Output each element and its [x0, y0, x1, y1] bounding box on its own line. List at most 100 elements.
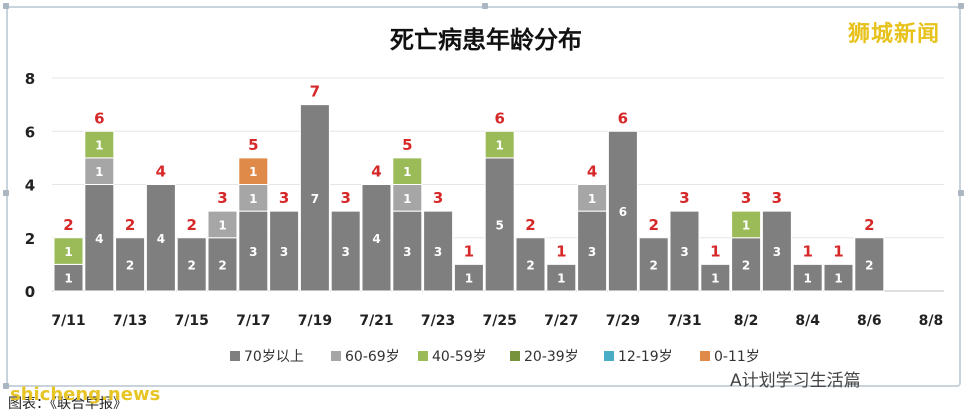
total-label: 7 — [310, 83, 320, 101]
total-label: 1 — [556, 242, 566, 260]
legend-swatch — [331, 351, 341, 361]
bar-segment — [53, 237, 84, 265]
resize-handle-left[interactable] — [3, 190, 9, 196]
bar-segment — [392, 157, 423, 185]
bar-segment — [84, 184, 115, 292]
total-label: 2 — [125, 216, 135, 234]
total-label: 3 — [772, 189, 782, 207]
x-tick-label: 7/29 — [606, 313, 640, 329]
legend-label: 0-11岁 — [714, 349, 760, 365]
total-label: 3 — [679, 189, 689, 207]
total-label: 2 — [525, 216, 535, 234]
bar-segment — [207, 210, 238, 239]
x-tick-label: 7/13 — [113, 313, 147, 329]
total-label: 5 — [248, 136, 258, 154]
bars-group: 1 1 2 4 1 1 6 2 2 4 4 2 2 2 1 3 3 1 1 5 3 3 7 7 3 3 4 4 3 1 1 5 3 3 1 1 5 1 6 2… — [53, 83, 885, 292]
segment-value-label: 4 — [95, 232, 103, 246]
total-label: 1 — [464, 242, 474, 260]
segment-value-label: 1 — [557, 272, 565, 286]
bar-segment — [145, 184, 176, 292]
x-tick-label: 7/21 — [359, 313, 393, 329]
bar-segment — [731, 237, 762, 292]
resize-handle-top-right[interactable] — [958, 3, 964, 9]
legend-swatch — [700, 351, 710, 361]
x-tick-label: 7/31 — [667, 313, 701, 329]
resize-handle-top-left[interactable] — [3, 3, 9, 9]
legend-label: 70岁以上 — [244, 349, 304, 365]
legend: 70岁以上 60-69岁 40-59岁 20-39岁 12-19岁 0-11岁 — [230, 349, 760, 365]
segment-value-label: 3 — [342, 245, 350, 259]
total-label: 6 — [618, 109, 628, 127]
segment-value-label: 1 — [804, 272, 812, 286]
total-label: 2 — [63, 216, 73, 234]
segment-value-label: 1 — [95, 139, 103, 153]
segment-value-label: 2 — [742, 258, 750, 272]
x-tick-label: 8/8 — [919, 313, 944, 329]
segment-value-label: 1 — [465, 272, 473, 286]
segment-value-label: 1 — [588, 192, 596, 206]
segment-value-label: 1 — [496, 139, 504, 153]
total-label: 4 — [156, 163, 166, 181]
segment-value-label: 2 — [188, 258, 196, 272]
x-tick-label: 7/27 — [544, 313, 578, 329]
segment-value-label: 4 — [372, 232, 380, 246]
total-label: 6 — [94, 109, 104, 127]
x-tick-label: 7/15 — [175, 313, 209, 329]
segment-value-label: 2 — [126, 258, 134, 272]
segment-value-label: 3 — [434, 245, 442, 259]
segment-value-label: 6 — [619, 205, 627, 219]
bar-segment — [53, 263, 84, 292]
y-tick-label: 6 — [25, 123, 35, 141]
brand-logo: 狮城新闻 — [848, 22, 941, 47]
bar-segment — [546, 263, 577, 292]
segment-value-label: 3 — [773, 245, 781, 259]
total-label: 3 — [217, 189, 227, 207]
y-tick-label: 8 — [25, 70, 35, 88]
x-tick-label: 7/23 — [421, 313, 455, 329]
legend-label: 40-59岁 — [432, 349, 487, 365]
bar-segment — [638, 237, 669, 292]
bar-segment — [115, 237, 146, 292]
total-label: 1 — [833, 242, 843, 260]
resize-handle-right[interactable] — [958, 190, 964, 196]
bar-segment — [392, 184, 423, 212]
segment-value-label: 3 — [588, 245, 596, 259]
total-label: 1 — [802, 242, 812, 260]
total-label: 4 — [371, 163, 381, 181]
bar-segment — [330, 210, 361, 292]
total-label: 3 — [279, 189, 289, 207]
bar-segment — [238, 210, 269, 292]
x-axis-ticks: 7/11 7/13 7/15 7/17 7/19 7/21 7/23 7/25 7/27 7/29… — [51, 313, 943, 329]
x-tick-label: 8/6 — [857, 313, 882, 329]
bar-segment — [176, 237, 207, 292]
segment-value-label: 1 — [249, 165, 257, 179]
total-label: 3 — [741, 189, 751, 207]
bar-segment — [238, 184, 269, 212]
segment-value-label: 1 — [249, 192, 257, 206]
segment-value-label: 3 — [680, 245, 688, 259]
segment-value-label: 1 — [403, 165, 411, 179]
resize-handle-bottom-left[interactable] — [3, 383, 9, 389]
watermark: shicheng.news — [10, 384, 161, 405]
y-tick-label: 0 — [25, 283, 35, 301]
legend-swatch — [604, 351, 614, 361]
bar-segment — [361, 184, 392, 292]
segment-value-label: 1 — [95, 165, 103, 179]
total-label: 2 — [186, 216, 196, 234]
total-label: 4 — [587, 163, 597, 181]
segment-value-label: 1 — [711, 272, 719, 286]
segment-value-label: 1 — [64, 272, 72, 286]
segment-value-label: 3 — [249, 245, 257, 259]
resize-handle-top[interactable] — [482, 3, 488, 9]
bar-segment — [423, 210, 454, 292]
total-label: 3 — [433, 189, 443, 207]
segment-value-label: 7 — [311, 192, 319, 206]
segment-value-label: 2 — [218, 258, 226, 272]
segment-value-label: 1 — [64, 245, 72, 259]
segment-value-label: 2 — [865, 258, 873, 272]
legend-label: 12-19岁 — [618, 349, 673, 365]
segment-value-label: 1 — [742, 218, 750, 232]
bar-segment — [515, 237, 546, 292]
y-tick-label: 2 — [25, 230, 35, 248]
segment-value-label: 3 — [280, 245, 288, 259]
